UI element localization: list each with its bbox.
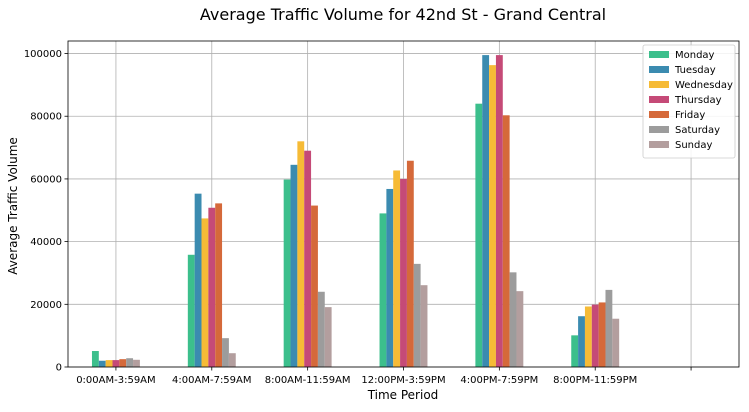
bar-tuesday <box>578 316 585 367</box>
bar-sunday <box>612 318 620 367</box>
bar-wednesday <box>489 65 496 367</box>
y-tick-label: 60000 <box>30 174 62 185</box>
bar-tuesday <box>386 188 394 367</box>
legend-swatch <box>649 111 669 118</box>
legend-label: Saturday <box>675 125 720 136</box>
x-tick-label: 8:00PM-11:59PM <box>553 375 637 386</box>
bar-wednesday <box>584 306 592 367</box>
bar-monday <box>475 103 483 367</box>
bar-wednesday <box>393 170 401 367</box>
legend-swatch <box>649 126 669 133</box>
bar-saturday <box>317 291 325 367</box>
bar-tuesday <box>98 360 106 367</box>
x-tick-label: 8:00AM-11:59AM <box>265 375 351 386</box>
legend-label: Thursday <box>674 95 722 106</box>
bar-monday <box>91 351 99 367</box>
bar-monday <box>571 335 579 367</box>
bar-sunday <box>228 353 236 367</box>
bar-wednesday <box>201 218 209 367</box>
bar-saturday <box>222 338 229 367</box>
bar-friday <box>119 359 127 367</box>
y-axis-label: Average Traffic Volume <box>6 137 20 275</box>
x-tick-label: 4:00AM-7:59AM <box>172 375 251 386</box>
x-tick-label: 0:00AM-3:59AM <box>76 375 155 386</box>
bars <box>91 55 620 368</box>
y-tick-label: 100000 <box>24 49 62 60</box>
bar-thursday <box>400 178 407 367</box>
bar-saturday <box>605 289 613 367</box>
y-tick-label: 20000 <box>30 300 62 311</box>
x-axis-label: Time Period <box>367 388 439 402</box>
legend-label: Wednesday <box>675 80 733 91</box>
axis-ticks: 0 20000 40000 60000 80000 100000 0:00AM-3:59AM… <box>24 49 692 386</box>
legend-label: Sunday <box>675 140 712 151</box>
bar-thursday <box>495 55 503 367</box>
bar-saturday <box>509 272 517 367</box>
y-tick-label: 0 <box>56 363 62 374</box>
bar-friday <box>502 115 510 368</box>
legend-label: Tuesday <box>674 65 716 76</box>
bar-tuesday <box>482 55 490 367</box>
bar-monday <box>187 254 195 367</box>
legend-swatch <box>649 81 669 88</box>
bar-monday <box>379 213 387 367</box>
y-tick-label: 40000 <box>30 237 62 248</box>
bar-thursday <box>208 207 216 367</box>
bar-monday <box>283 179 291 367</box>
bar-sunday <box>133 359 140 367</box>
chart-title: Average Traffic Volume for 42nd St - Gra… <box>200 5 606 24</box>
x-tick-label: 12:00PM-3:59PM <box>361 375 445 386</box>
bar-thursday <box>112 360 120 367</box>
bar-sunday <box>324 307 332 367</box>
bar-thursday <box>591 304 599 367</box>
bar-tuesday <box>194 193 202 367</box>
bar-saturday <box>413 263 421 367</box>
bar-tuesday <box>290 164 298 367</box>
y-tick-label: 80000 <box>30 112 62 123</box>
legend-swatch <box>649 66 669 73</box>
legend: Monday Tuesday Wednesday Thursday Friday Satu… <box>642 44 736 159</box>
legend-swatch <box>649 141 669 148</box>
bar-friday <box>311 205 318 367</box>
legend-swatch <box>649 96 669 103</box>
bar-sunday <box>516 291 524 367</box>
bar-thursday <box>304 150 312 367</box>
x-tick-label: 4:00PM-7:59PM <box>460 375 538 386</box>
bar-sunday <box>420 285 428 367</box>
legend-label: Monday <box>675 50 715 61</box>
legend-swatch <box>649 51 669 58</box>
legend-label: Friday <box>675 110 705 121</box>
bar-saturday <box>126 358 134 367</box>
bar-friday <box>598 302 606 367</box>
bar-wednesday <box>105 360 113 367</box>
bar-wednesday <box>297 141 305 367</box>
bar-friday <box>215 203 223 367</box>
bar-friday <box>406 160 414 367</box>
